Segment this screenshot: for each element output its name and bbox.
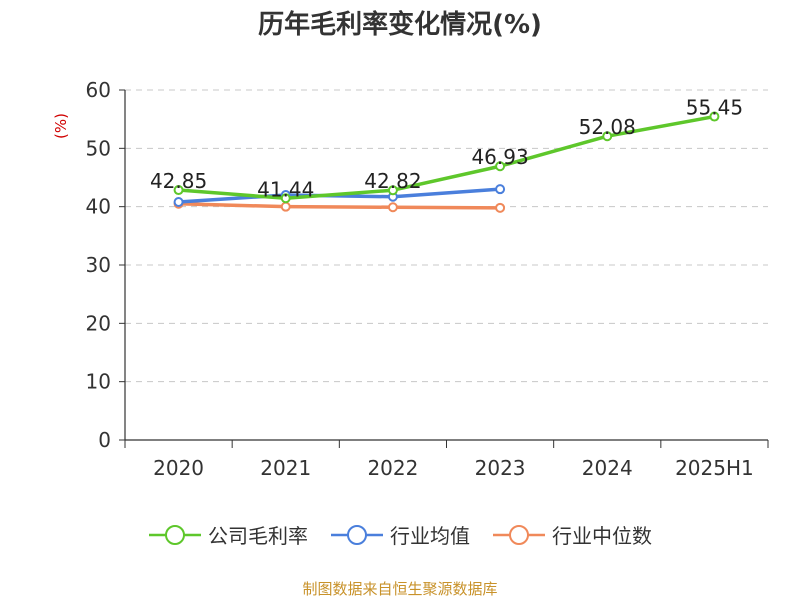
data-point xyxy=(280,193,291,204)
data-point xyxy=(495,161,506,172)
x-tick-label: 2021 xyxy=(260,456,311,480)
data-point xyxy=(495,184,506,195)
legend-marker-icon xyxy=(149,524,201,545)
y-tick-label: 10 xyxy=(86,370,111,394)
legend-circle xyxy=(347,524,367,545)
legend-marker-icon xyxy=(331,524,383,545)
legend-item[interactable]: 公司毛利率 xyxy=(148,520,308,549)
x-tick-label: 2023 xyxy=(475,456,526,480)
x-tick-label: 2024 xyxy=(582,456,633,480)
source-note: 制图数据来自恒生聚源数据库 xyxy=(302,580,498,598)
data-label: 42.85 xyxy=(150,169,207,193)
legend-circle xyxy=(509,524,529,545)
x-tick-label: 2020 xyxy=(153,456,204,480)
data-label: 41.44 xyxy=(257,177,314,201)
y-tick-label: 40 xyxy=(86,195,111,219)
data-point xyxy=(495,202,506,213)
legend: 公司毛利率 行业均值 行业中位数 xyxy=(0,520,800,549)
y-tick-label: 30 xyxy=(86,253,111,277)
y-axis-label: (%) xyxy=(52,113,70,139)
legend-label: 行业中位数 xyxy=(552,524,652,548)
data-point xyxy=(387,185,398,196)
chart-title: 历年毛利率变化情况(%) xyxy=(258,10,542,40)
data-point xyxy=(602,131,613,142)
series-layer xyxy=(173,111,720,213)
x-tick-label: 2022 xyxy=(367,456,418,480)
data-label: 42.82 xyxy=(364,169,421,193)
axis-layer: 0 10 20 30 40 50 60 (%) 2020 2021 2022 2023 2024 2025… xyxy=(52,78,769,480)
data-label: 52.08 xyxy=(579,115,636,139)
data-point xyxy=(709,111,720,122)
y-tick-label: 50 xyxy=(86,136,111,160)
legend-circle xyxy=(165,524,185,545)
legend-label: 行业均值 xyxy=(390,524,470,548)
series-line xyxy=(176,114,717,201)
data-label: 46.93 xyxy=(471,145,528,169)
data-point xyxy=(280,201,291,212)
data-point xyxy=(173,185,184,196)
data-label: 55.45 xyxy=(686,96,743,120)
y-tick-label: 20 xyxy=(86,311,111,335)
legend-item[interactable]: 行业中位数 xyxy=(492,520,652,549)
data-label-layer: 42.85 41.44 42.82 46.93 52.08 55.45 xyxy=(150,96,743,202)
series-line xyxy=(176,202,502,210)
y-tick-label: 60 xyxy=(86,78,111,102)
legend-item[interactable]: 行业均值 xyxy=(330,520,470,549)
x-tick-label: 2025H1 xyxy=(675,456,754,480)
grid-layer xyxy=(125,89,768,383)
legend-marker-icon xyxy=(493,524,545,545)
data-point xyxy=(173,197,184,207)
data-point xyxy=(387,202,398,213)
y-tick-label: 0 xyxy=(98,428,111,452)
legend-label: 公司毛利率 xyxy=(208,524,308,548)
